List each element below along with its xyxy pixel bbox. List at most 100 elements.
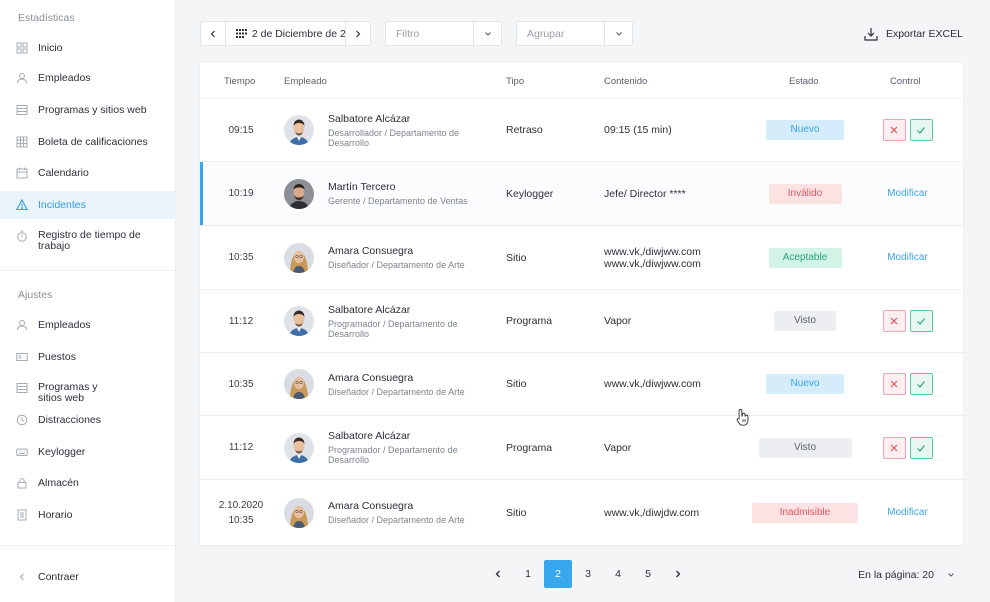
control-cell: Modificar [865, 480, 950, 545]
employee-role: Diseñador / Departamento de Arte [328, 515, 465, 525]
time-cell: 10:35 [200, 226, 282, 289]
time-cell: 10:19 [200, 162, 282, 225]
modify-link[interactable]: Modificar [887, 188, 928, 199]
prev-page-button[interactable] [483, 560, 513, 588]
modify-link[interactable]: Modificar [887, 252, 928, 263]
filter-select[interactable]: Filtro [385, 21, 502, 46]
check-icon [917, 381, 925, 388]
row-type: Sitio [506, 251, 527, 264]
content-cell: Jefe/ Director **** [604, 162, 686, 225]
user-icon [16, 72, 28, 84]
header-type[interactable]: Tipo [506, 76, 525, 87]
sidebar-section-stats: Estadísticas [18, 12, 75, 24]
sidebar-item-label: Calendario [38, 167, 89, 179]
reject-button[interactable] [882, 436, 906, 459]
sidebar-item-empleados[interactable]: Empleados [0, 64, 176, 92]
id-card-icon [16, 351, 28, 363]
collapse-sidebar-button[interactable]: Contraer [0, 563, 176, 591]
row-content: www.vk,/diwjdw.com [604, 506, 700, 519]
time-cell: 11:12 [200, 290, 282, 352]
table-row[interactable]: 2.10.2020 10:35 Amara Consuegra Diseñador… [200, 480, 963, 545]
status-cell: Visto [745, 416, 865, 479]
next-page-button[interactable] [663, 560, 693, 588]
header-status[interactable]: Estado [789, 76, 819, 87]
sidebar-item-incidentes[interactable]: Incidentes [0, 191, 176, 219]
sidebar-item-boleta[interactable]: Boleta de calificaciones [0, 128, 176, 156]
employee-cell: Martín Tercero Gerente / Departamento de… [284, 162, 494, 225]
group-select[interactable]: Agrupar [516, 21, 633, 46]
status-cell: Visto [745, 290, 865, 352]
control-cell [865, 416, 950, 479]
table-row[interactable]: 10:35 Amara Consuegra Diseñador / Depart… [200, 353, 963, 416]
avatar [284, 115, 314, 145]
approve-button[interactable] [909, 436, 933, 459]
header-control[interactable]: Control [890, 76, 921, 87]
employee-name: Amara Consuegra [328, 500, 414, 512]
sidebar-item-keylogger[interactable]: Keylogger [0, 438, 176, 466]
page-button-1[interactable]: 1 [525, 568, 531, 580]
content-cell: 09:15 (15 min) [604, 99, 672, 161]
sidebar-item-puestos[interactable]: Puestos [0, 343, 176, 371]
sidebar-item-programas[interactable]: Programas y sitios web [0, 96, 176, 124]
approve-button[interactable] [909, 373, 933, 395]
table-row[interactable]: 10:19 Martín Tercero Gerente / Departame… [200, 162, 963, 226]
prev-date-button[interactable] [201, 22, 225, 45]
sidebar-item-calendario[interactable]: Calendario [0, 159, 176, 187]
next-date-button[interactable] [346, 22, 370, 45]
per-page-select[interactable]: En la página: 20 [858, 569, 956, 581]
row-time: 11:12 [228, 315, 254, 327]
close-icon [890, 380, 898, 388]
sidebar-item-registro[interactable]: Registro de tiempo de trabajo [0, 230, 176, 260]
date-picker[interactable]: 2 de Diciembre de 2020 [226, 28, 345, 40]
sidebar-divider [0, 270, 176, 271]
table-row[interactable]: 09:15 Salbatore Alcázar Desarrollador / … [200, 99, 963, 162]
approve-button[interactable] [909, 310, 933, 332]
status-cell: Inválido [745, 162, 865, 225]
reject-button[interactable] [882, 373, 906, 395]
reject-button[interactable] [882, 310, 906, 332]
sidebar-item-horario[interactable]: Horario [0, 501, 176, 529]
download-icon [864, 27, 878, 41]
type-cell: Sitio [506, 480, 526, 545]
table-row[interactable]: 10:35 Amara Consuegra Diseñador / Depart… [200, 226, 963, 290]
date-label: 2 de Diciembre de 2020 [251, 27, 346, 40]
header-employee[interactable]: Empleado [284, 76, 327, 87]
sidebar-item-empleados-ajustes[interactable]: Empleados [0, 311, 176, 339]
content-cell: www.vk,/diwjdw.com [604, 480, 699, 545]
row-content: www.vk,/diwjww.com [604, 378, 701, 390]
status-badge: Nuevo [766, 374, 844, 394]
status-badge: Nuevo [766, 120, 844, 140]
export-excel-button[interactable]: Exportar EXCEL [864, 27, 963, 41]
row-time: 10:35 [228, 514, 254, 526]
row-time: 10:35 [228, 252, 254, 263]
sidebar-item-almacen[interactable]: Almacén [0, 469, 176, 497]
page-button-4[interactable]: 4 [615, 568, 621, 580]
approve-button[interactable] [909, 119, 933, 141]
row-date: 2.10.2020 [218, 499, 264, 511]
sidebar-item-label: Incidentes [38, 199, 86, 211]
chevron-right-icon [676, 570, 681, 578]
header-content[interactable]: Contenido [604, 76, 648, 87]
page-button-5[interactable]: 5 [645, 568, 651, 580]
table-row[interactable]: 11:12 Salbatore Alcázar Programador / De… [200, 290, 963, 353]
modify-link[interactable]: Modificar [887, 507, 928, 518]
check-icon [917, 127, 925, 134]
avatar [284, 242, 314, 273]
row-time: 11:12 [228, 442, 254, 453]
header-time[interactable]: Tiempo [224, 76, 256, 87]
employee-cell: Amara Consuegra Diseñador / Departamento… [284, 226, 494, 289]
sidebar-item-label: Empleados [38, 319, 91, 331]
type-cell: Programa [506, 416, 552, 479]
page-button-3[interactable]: 3 [585, 568, 591, 580]
table-row[interactable]: 11:12 Salbatore Alcázar Programador / De… [200, 416, 963, 480]
row-content: 09:15 (15 min) [604, 124, 672, 136]
status-badge: Inadmisible [752, 502, 858, 523]
type-cell: Sitio [506, 226, 526, 289]
page-button-2-current[interactable]: 2 [544, 560, 572, 588]
sidebar-item-programas-ajustes[interactable]: Programas y sitios web [0, 382, 176, 412]
sidebar-item-inicio[interactable]: Inicio [0, 34, 176, 62]
status-badge: Aceptable [768, 247, 842, 268]
reject-button[interactable] [882, 119, 906, 141]
per-page-label: En la página: 20 [858, 569, 934, 581]
sidebar-item-distracciones[interactable]: Distracciones [0, 406, 176, 434]
